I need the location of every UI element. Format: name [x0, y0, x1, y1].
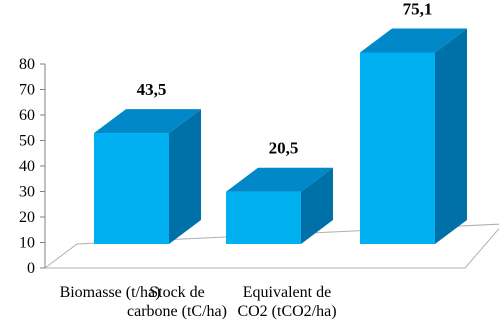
bar-side	[169, 109, 201, 244]
bar	[94, 109, 201, 244]
y-tick-label: 80	[19, 56, 35, 73]
x-category-label: Equivalent de CO2 (tCO2/ha)	[237, 284, 336, 320]
bar-front	[226, 191, 301, 244]
floor-outline	[43, 223, 499, 269]
y-tick-label: 30	[19, 184, 35, 201]
bar-top	[226, 167, 333, 192]
y-tick-label: 70	[19, 82, 35, 99]
data-label: 43,5	[137, 80, 167, 99]
y-tick-label: 0	[27, 260, 35, 277]
data-label: 75,1	[403, 0, 433, 18]
bars	[94, 28, 467, 245]
chart-floor	[43, 223, 499, 269]
y-tick-label: 40	[19, 158, 35, 175]
bar	[226, 167, 333, 244]
x-category-label: Biomasse (t/ha)	[60, 284, 161, 301]
bar-front	[94, 133, 169, 244]
y-tick-label: 60	[19, 107, 35, 124]
bar-front	[360, 52, 435, 245]
y-axis: 0 10 20 30 40 50 60 70 80	[19, 56, 46, 277]
bar-top	[360, 28, 467, 53]
data-label: 20,5	[269, 139, 299, 158]
y-tick-label: 50	[19, 133, 35, 150]
category-labels: Biomasse (t/ha)Stock de carbone (tC/ha) Eq…	[60, 284, 337, 320]
y-tick-label: 10	[19, 235, 35, 252]
bar-side	[435, 28, 467, 245]
x-category-label: Stock de carbone (tC/ha)	[127, 284, 227, 320]
bar	[360, 28, 467, 245]
data-labels: 43,5 20,5 75,1	[137, 0, 433, 158]
bar-top	[94, 109, 201, 134]
y-tick-label: 20	[19, 209, 35, 226]
bar-side	[301, 167, 333, 244]
